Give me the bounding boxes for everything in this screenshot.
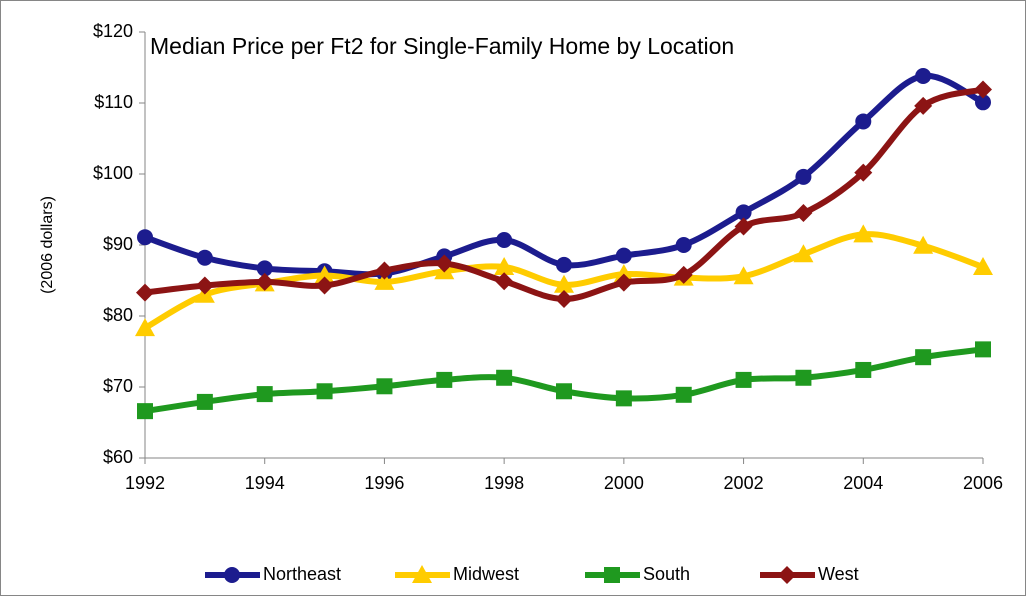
- marker: [675, 237, 692, 253]
- marker: [436, 371, 453, 388]
- marker: [496, 232, 513, 249]
- legend-marker: [778, 566, 796, 584]
- marker: [494, 257, 515, 276]
- marker: [256, 260, 273, 277]
- legend-label: Northeast: [263, 564, 341, 584]
- chart-title: Median Price per Ft2 for Single-Family H…: [150, 33, 734, 59]
- x-tick-label: 2000: [604, 473, 644, 493]
- marker: [375, 261, 394, 280]
- y-tick-label: $100: [93, 163, 133, 183]
- marker: [795, 369, 812, 386]
- marker: [137, 403, 153, 420]
- marker: [975, 341, 991, 358]
- marker: [614, 273, 633, 292]
- marker: [613, 264, 634, 283]
- marker: [734, 217, 753, 236]
- marker: [556, 383, 572, 400]
- marker: [975, 94, 991, 111]
- x-tick-label: 1996: [364, 473, 404, 493]
- x-tick-label: 2006: [963, 473, 1003, 493]
- legend-marker: [604, 567, 620, 583]
- marker: [795, 168, 812, 185]
- legend-marker: [224, 567, 240, 583]
- marker: [794, 204, 813, 223]
- marker: [316, 383, 333, 400]
- marker: [255, 272, 274, 291]
- marker: [556, 256, 572, 273]
- marker: [853, 224, 874, 243]
- x-tick-label: 1998: [484, 473, 524, 493]
- marker: [137, 229, 153, 246]
- marker: [256, 386, 273, 403]
- marker: [855, 361, 872, 378]
- marker: [915, 68, 932, 85]
- marker: [973, 257, 993, 276]
- marker: [735, 371, 752, 388]
- y-axis-label: (2006 dollars): [39, 196, 56, 294]
- y-tick-label: $60: [103, 447, 133, 467]
- marker: [195, 276, 214, 295]
- y-tick-label: $120: [93, 21, 133, 41]
- marker: [735, 204, 752, 221]
- marker: [196, 393, 213, 410]
- marker: [315, 276, 334, 295]
- marker: [136, 283, 154, 302]
- marker: [675, 386, 692, 403]
- x-tick-label: 1994: [245, 473, 285, 493]
- marker: [733, 266, 754, 285]
- marker: [555, 289, 573, 308]
- legend-label: West: [818, 564, 859, 584]
- marker: [913, 235, 934, 254]
- marker: [374, 271, 395, 290]
- marker: [793, 244, 814, 263]
- marker: [314, 265, 335, 284]
- y-tick-label: $70: [103, 376, 133, 396]
- marker: [435, 254, 454, 273]
- marker: [495, 272, 514, 291]
- marker: [376, 378, 393, 395]
- marker: [135, 318, 155, 337]
- x-tick-label: 2004: [843, 473, 883, 493]
- marker: [674, 265, 693, 284]
- x-tick-label: 2002: [724, 473, 764, 493]
- marker: [615, 247, 632, 264]
- marker: [496, 369, 513, 386]
- y-tick-label: $110: [94, 92, 133, 112]
- marker: [196, 249, 213, 266]
- x-tick-label: 1992: [125, 473, 165, 493]
- marker: [915, 349, 932, 366]
- legend-label: Midwest: [453, 564, 519, 584]
- y-tick-label: $90: [103, 234, 133, 254]
- marker: [855, 113, 872, 130]
- legend-marker: [412, 565, 432, 583]
- marker: [914, 96, 933, 115]
- marker: [554, 274, 574, 293]
- legend-label: South: [643, 564, 690, 584]
- marker: [974, 80, 992, 99]
- marker: [854, 163, 873, 182]
- y-tick-label: $80: [103, 305, 133, 325]
- marker: [615, 390, 632, 407]
